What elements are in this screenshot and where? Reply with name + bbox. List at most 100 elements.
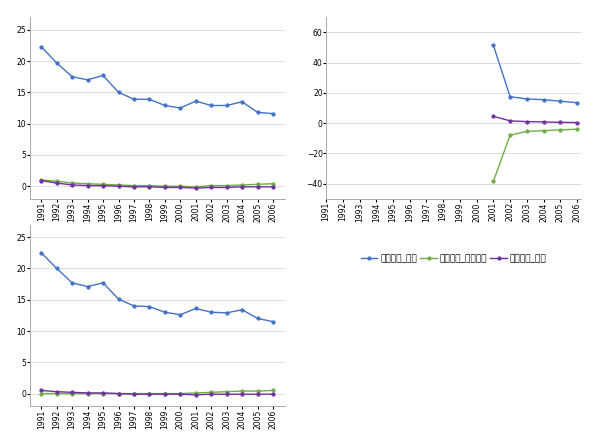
석유_전력: [146, 184, 153, 189]
전력_전력: [192, 392, 199, 397]
석유_천연가스: [177, 184, 184, 189]
석유_전력: [223, 185, 230, 190]
석유_석유: [254, 110, 261, 115]
전력_석유: [146, 304, 153, 309]
천연가스_천연가스: [540, 128, 547, 133]
전력_천연가스: [115, 391, 122, 396]
전력_석유: [53, 266, 60, 271]
석유_천연가스: [100, 182, 107, 187]
석유_천연가스: [38, 178, 45, 183]
전력_전력: [238, 391, 246, 397]
전력_석유: [100, 280, 107, 286]
Legend: 석유_석유, 석유_천연가스, 석유_전력: 석유_석유, 석유_천연가스, 석유_전력: [81, 254, 234, 263]
석유_천연가스: [69, 181, 76, 186]
천연가스_전력: [523, 119, 530, 124]
석유_천연가스: [130, 183, 138, 188]
천연가스_석유: [490, 43, 497, 48]
전력_전력: [38, 388, 45, 393]
천연가스_석유: [573, 100, 581, 105]
석유_전력: [130, 184, 138, 189]
Line: 전력_전력: 전력_전력: [40, 389, 275, 397]
천연가스_전력: [557, 120, 564, 125]
전력_석유: [192, 306, 199, 311]
석유_전력: [161, 185, 168, 190]
전력_석유: [223, 310, 230, 315]
천연가스_전력: [540, 119, 547, 124]
석유_천연가스: [192, 184, 199, 189]
전력_석유: [238, 307, 246, 312]
전력_석유: [115, 296, 122, 302]
석유_석유: [146, 97, 153, 102]
Line: 석유_천연가스: 석유_천연가스: [40, 178, 275, 189]
석유_천연가스: [161, 184, 168, 189]
Line: 천연가스_석유: 천연가스_석유: [492, 44, 579, 105]
전력_천연가스: [238, 388, 246, 394]
전력_석유: [38, 250, 45, 255]
Line: 전력_석유: 전력_석유: [40, 251, 275, 324]
전력_전력: [130, 391, 138, 397]
천연가스_천연가스: [506, 133, 514, 138]
석유_천연가스: [269, 181, 276, 186]
전력_천연가스: [38, 391, 45, 396]
전력_전력: [146, 391, 153, 397]
전력_천연가스: [254, 388, 261, 394]
전력_전력: [223, 391, 230, 397]
전력_전력: [208, 391, 215, 397]
천연가스_석유: [506, 94, 514, 99]
전력_석유: [177, 312, 184, 318]
전력_석유: [208, 310, 215, 315]
석유_천연가스: [238, 182, 246, 187]
석유_천연가스: [115, 182, 122, 187]
천연가스_석유: [523, 96, 530, 102]
석유_전력: [192, 185, 199, 191]
석유_석유: [238, 99, 246, 105]
전력_천연가스: [69, 391, 76, 396]
석유_천연가스: [53, 178, 60, 184]
석유_석유: [177, 105, 184, 111]
석유_석유: [84, 77, 91, 83]
전력_천연가스: [161, 391, 168, 396]
석유_전력: [115, 184, 122, 189]
전력_전력: [53, 389, 60, 394]
전력_석유: [161, 310, 168, 315]
석유_전력: [69, 182, 76, 187]
석유_전력: [53, 181, 60, 186]
천연가스_석유: [557, 98, 564, 104]
Line: 천연가스_전력: 천연가스_전력: [492, 114, 579, 124]
전력_석유: [254, 316, 261, 321]
전력_석유: [130, 303, 138, 308]
전력_전력: [254, 391, 261, 397]
석유_석유: [115, 90, 122, 95]
전력_천연가스: [269, 388, 276, 393]
전력_석유: [69, 280, 76, 286]
석유_전력: [238, 184, 246, 189]
전력_석유: [269, 319, 276, 324]
천연가스_석유: [540, 97, 547, 102]
석유_전력: [100, 183, 107, 188]
석유_전력: [84, 183, 91, 188]
Legend: 천연가스_석유, 천연가스_천연가스, 천연가스_전력: 천연가스_석유, 천연가스_천연가스, 천연가스_전력: [361, 254, 546, 263]
석유_석유: [223, 103, 230, 108]
전력_천연가스: [100, 391, 107, 396]
전력_천연가스: [192, 391, 199, 396]
천연가스_천연가스: [490, 179, 497, 184]
전력_천연가스: [146, 391, 153, 396]
석유_석유: [53, 60, 60, 66]
전력_전력: [100, 391, 107, 396]
전력_석유: [84, 284, 91, 289]
석유_전력: [177, 185, 184, 190]
전력_천연가스: [84, 391, 91, 396]
전력_천연가스: [177, 391, 184, 396]
석유_석유: [208, 103, 215, 108]
석유_석유: [100, 73, 107, 78]
석유_천연가스: [146, 183, 153, 188]
전력_천연가스: [223, 389, 230, 394]
석유_전력: [208, 185, 215, 190]
석유_석유: [269, 111, 276, 116]
석유_전력: [38, 178, 45, 183]
전력_천연가스: [208, 390, 215, 395]
석유_석유: [69, 74, 76, 79]
천연가스_천연가스: [573, 127, 581, 132]
석유_천연가스: [208, 183, 215, 188]
석유_석유: [192, 98, 199, 104]
